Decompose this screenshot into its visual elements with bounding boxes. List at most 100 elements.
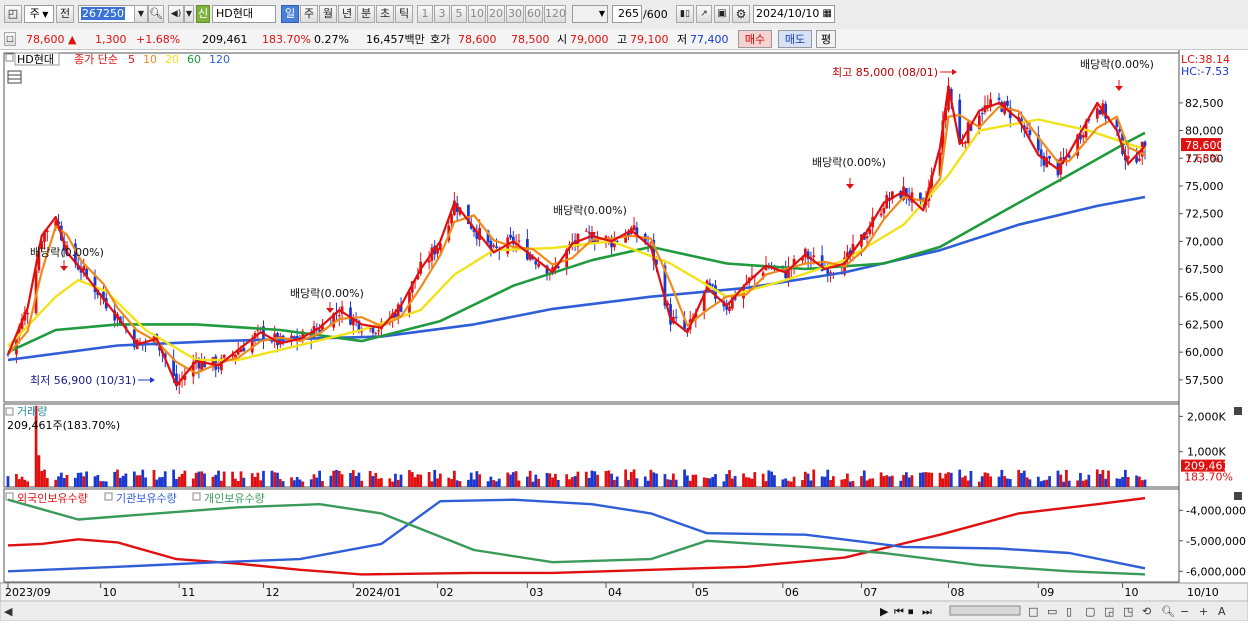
volume-bar — [596, 474, 599, 487]
interval-button-0[interactable]: 1 — [417, 5, 433, 23]
volume-bar — [764, 481, 768, 487]
volume-bar — [74, 477, 77, 487]
legend-ma-5: 5 — [128, 53, 135, 66]
volume-bar — [705, 478, 709, 487]
count-input[interactable]: 265 — [612, 5, 642, 23]
price-tick-label: 82,500 — [1185, 97, 1224, 110]
code-input[interactable]: 267250 — [78, 5, 136, 23]
volume-bar — [396, 479, 400, 487]
candle-body — [545, 265, 549, 275]
candle-body — [399, 304, 403, 312]
interval-button-4[interactable]: 20 — [487, 5, 505, 23]
candle-body — [40, 240, 44, 249]
candle-body — [102, 291, 105, 300]
type-select[interactable]: 주 ▼ — [24, 5, 54, 23]
volume-bar — [281, 481, 285, 487]
volume-bar — [236, 480, 240, 487]
buy-button[interactable]: 매수 — [738, 30, 772, 48]
x-tick-label: 09 — [1040, 586, 1054, 599]
volume-bar — [315, 477, 319, 487]
eval-button[interactable]: 평 — [816, 30, 836, 48]
volume-bar — [194, 472, 198, 487]
candle-body — [919, 192, 922, 201]
period-button-3[interactable]: 년 — [338, 5, 356, 23]
date-value: 2024/10/10 — [756, 7, 820, 20]
candle-body — [812, 255, 816, 257]
gear-icon[interactable]: ⚙ — [732, 5, 750, 23]
period-button-4[interactable]: 분 — [357, 5, 375, 23]
date-input[interactable]: 2024/10/10 ▦ — [753, 5, 835, 23]
candle-body — [615, 241, 619, 243]
zoom-control-icon: ▯ — [1066, 605, 1072, 618]
volume-bar — [410, 472, 414, 487]
period-button-6[interactable]: 틱 — [395, 5, 413, 23]
volume-bar — [843, 479, 846, 487]
volume-bar — [371, 476, 375, 487]
candle-settings-icon[interactable]: ▮▯ — [676, 5, 694, 23]
layout-icon[interactable]: ◰ — [4, 5, 22, 23]
interval-button-3[interactable]: 10 — [468, 5, 486, 23]
price-tick-label: 67,500 — [1185, 263, 1224, 276]
interval-button-6[interactable]: 60 — [525, 5, 543, 23]
current-price-value: 78,600 — [26, 33, 65, 46]
candle-body — [969, 123, 973, 131]
save-icon[interactable]: ▣ — [714, 5, 730, 23]
code-dropdown-button[interactable]: ▼ — [134, 5, 148, 23]
speaker-dropdown-icon[interactable]: ▼ — [184, 5, 194, 23]
period-button-0[interactable]: 일 — [281, 5, 299, 23]
interval-button-5[interactable]: 30 — [506, 5, 524, 23]
candle-body — [394, 313, 397, 319]
period-button-1[interactable]: 주 — [300, 5, 318, 23]
prev-button[interactable]: 전 — [56, 5, 74, 23]
volume-bar — [217, 470, 220, 487]
stock-name-field[interactable]: HD현대 — [212, 5, 276, 23]
legend-price-label: 종가 단순 — [74, 53, 118, 66]
volume-bar — [534, 474, 538, 487]
volume-bar — [691, 474, 695, 487]
volume-bar — [865, 480, 869, 487]
volume-bar — [556, 480, 560, 487]
period-button-5[interactable]: 초 — [376, 5, 394, 23]
volume-bar — [450, 479, 453, 487]
interval-button-7[interactable]: 120 — [544, 5, 566, 23]
volume-bar — [652, 472, 656, 487]
volume-bar — [1123, 469, 1127, 487]
holder-line-1 — [7, 498, 1146, 573]
volume-bar — [85, 471, 88, 487]
volume-bar — [1104, 478, 1108, 487]
candle-body — [1036, 134, 1040, 151]
x-tick-label: 10 — [103, 586, 117, 599]
volume-bar — [489, 476, 493, 487]
volume-bar — [551, 477, 555, 487]
volume-bar — [629, 472, 633, 487]
volume-bar — [203, 473, 206, 487]
candle-body — [551, 267, 555, 271]
volume-bar — [1022, 470, 1026, 487]
volume-bar — [694, 474, 698, 487]
period-button-2[interactable]: 월 — [319, 5, 337, 23]
interval-custom-field[interactable]: ▼ — [572, 5, 608, 23]
candle-body — [711, 284, 715, 286]
search-icon[interactable]: 🔍︎ — [148, 5, 164, 23]
candle-body — [728, 306, 731, 312]
interval-button-2[interactable]: 5 — [451, 5, 467, 23]
candle-body — [820, 255, 824, 272]
volume-bar — [986, 473, 990, 487]
candle-body — [1025, 127, 1029, 130]
candle-body — [846, 252, 849, 259]
zoom-control-icon: ◳ — [1123, 605, 1133, 618]
candle-body — [725, 306, 729, 310]
sell-button[interactable]: 매도 — [778, 30, 812, 48]
candle-body — [467, 204, 470, 224]
draw-line-icon[interactable]: ↗ — [696, 5, 712, 23]
volume-bar — [469, 472, 473, 487]
volume-bar — [820, 476, 824, 487]
candle-body — [997, 97, 1001, 100]
volume-bar — [958, 469, 962, 487]
checkbox-icon[interactable]: □ — [4, 32, 16, 46]
volume-bar — [511, 472, 515, 487]
dividend-arrow-head — [326, 308, 334, 313]
speaker-icon[interactable]: ◀) — [168, 5, 184, 23]
interval-button-1[interactable]: 3 — [434, 5, 450, 23]
